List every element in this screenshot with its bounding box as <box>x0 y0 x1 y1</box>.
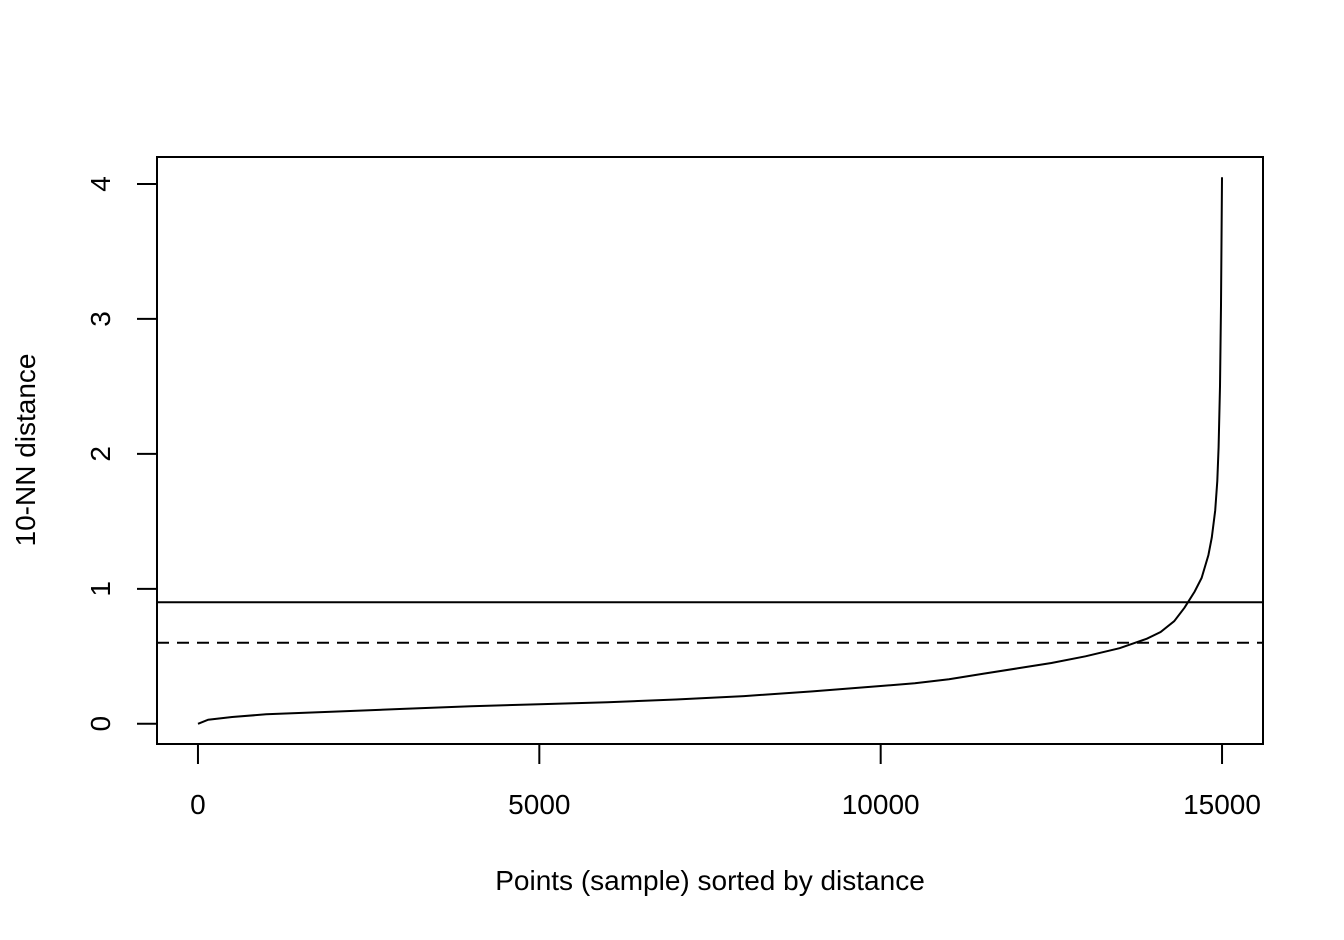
y-axis-title: 10-NN distance <box>10 354 41 547</box>
x-axis-title: Points (sample) sorted by distance <box>495 865 925 896</box>
knn-distance-curve <box>197 177 1223 725</box>
y-tick-label: 0 <box>85 716 116 732</box>
x-tick-label: 0 <box>190 789 206 820</box>
y-tick-label: 3 <box>85 311 116 327</box>
x-axis: 0 5000 10000 15000 <box>190 743 1261 820</box>
x-tick-label: 5000 <box>508 789 570 820</box>
x-tick-label: 10000 <box>842 789 920 820</box>
reference-lines <box>157 601 1263 644</box>
y-tick-label: 4 <box>85 176 116 192</box>
plot-frame <box>156 156 1264 745</box>
y-axis: 0 1 2 3 4 <box>85 176 158 732</box>
y-tick-label: 2 <box>85 446 116 462</box>
y-tick-label: 1 <box>85 581 116 597</box>
x-tick-label: 15000 <box>1183 789 1261 820</box>
